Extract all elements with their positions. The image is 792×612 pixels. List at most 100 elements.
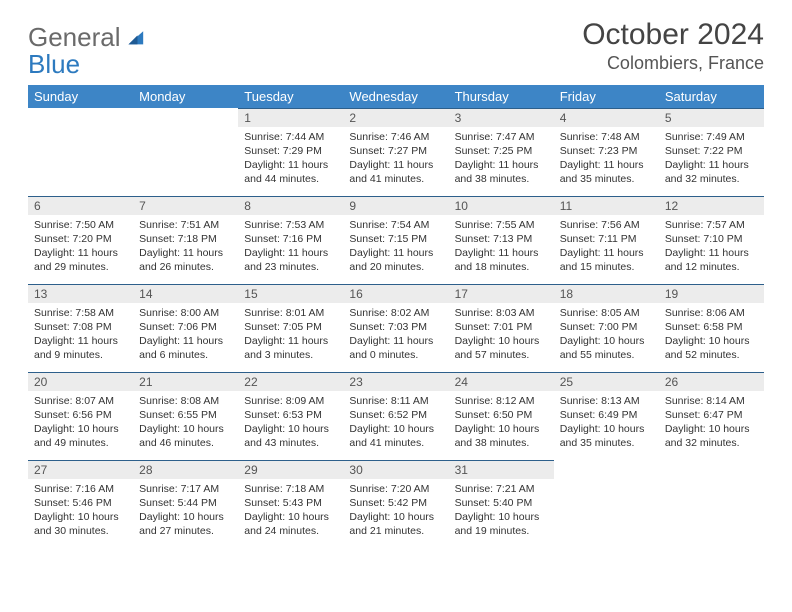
calendar-body: 1Sunrise: 7:44 AMSunset: 7:29 PMDaylight… — [28, 108, 764, 548]
sunrise-text: Sunrise: 8:01 AM — [244, 307, 324, 319]
daylight-text: Daylight: 11 hours and 26 minutes. — [139, 247, 223, 273]
daylight-text: Daylight: 11 hours and 6 minutes. — [139, 335, 223, 361]
day-number: 6 — [28, 196, 133, 215]
sunset-text: Sunset: 5:40 PM — [455, 497, 533, 509]
weekday-header-row: Sunday Monday Tuesday Wednesday Thursday… — [28, 85, 764, 108]
day-number: 30 — [343, 460, 448, 479]
day-number: 12 — [659, 196, 764, 215]
daylight-text: Daylight: 10 hours and 19 minutes. — [455, 511, 540, 537]
sunset-text: Sunset: 6:52 PM — [349, 409, 427, 421]
sunset-text: Sunset: 6:55 PM — [139, 409, 217, 421]
day-number: 15 — [238, 284, 343, 303]
daylight-text: Daylight: 10 hours and 52 minutes. — [665, 335, 750, 361]
sunrise-text: Sunrise: 7:54 AM — [349, 219, 429, 231]
weekday-tue: Tuesday — [238, 85, 343, 108]
day-details: Sunrise: 7:55 AMSunset: 7:13 PMDaylight:… — [449, 215, 554, 281]
day-cell: 20Sunrise: 8:07 AMSunset: 6:56 PMDayligh… — [28, 372, 133, 460]
sunrise-text: Sunrise: 8:00 AM — [139, 307, 219, 319]
day-number: 28 — [133, 460, 238, 479]
daylight-text: Daylight: 10 hours and 41 minutes. — [349, 423, 434, 449]
daylight-text: Daylight: 10 hours and 24 minutes. — [244, 511, 329, 537]
day-number: 26 — [659, 372, 764, 391]
sunrise-text: Sunrise: 7:48 AM — [560, 131, 640, 143]
sunset-text: Sunset: 6:53 PM — [244, 409, 322, 421]
sunrise-text: Sunrise: 8:08 AM — [139, 395, 219, 407]
sunrise-text: Sunrise: 8:03 AM — [455, 307, 535, 319]
sunset-text: Sunset: 7:20 PM — [34, 233, 112, 245]
weekday-mon: Monday — [133, 85, 238, 108]
day-cell: 18Sunrise: 8:05 AMSunset: 7:00 PMDayligh… — [554, 284, 659, 372]
brand-logo: GeneralBlue — [28, 18, 146, 79]
sunset-text: Sunset: 5:43 PM — [244, 497, 322, 509]
day-number: 11 — [554, 196, 659, 215]
sunset-text: Sunset: 6:58 PM — [665, 321, 743, 333]
day-cell: 22Sunrise: 8:09 AMSunset: 6:53 PMDayligh… — [238, 372, 343, 460]
day-number: 14 — [133, 284, 238, 303]
day-details: Sunrise: 8:06 AMSunset: 6:58 PMDaylight:… — [659, 303, 764, 369]
sunrise-text: Sunrise: 7:53 AM — [244, 219, 324, 231]
sunrise-text: Sunrise: 7:16 AM — [34, 483, 114, 495]
sunrise-text: Sunrise: 8:11 AM — [349, 395, 428, 407]
sunrise-text: Sunrise: 7:49 AM — [665, 131, 745, 143]
day-details: Sunrise: 8:07 AMSunset: 6:56 PMDaylight:… — [28, 391, 133, 457]
daylight-text: Daylight: 11 hours and 18 minutes. — [455, 247, 539, 273]
sunset-text: Sunset: 5:44 PM — [139, 497, 217, 509]
week-row: 1Sunrise: 7:44 AMSunset: 7:29 PMDaylight… — [28, 108, 764, 196]
sunset-text: Sunset: 6:49 PM — [560, 409, 638, 421]
day-cell: 6Sunrise: 7:50 AMSunset: 7:20 PMDaylight… — [28, 196, 133, 284]
day-cell: 23Sunrise: 8:11 AMSunset: 6:52 PMDayligh… — [343, 372, 448, 460]
daylight-text: Daylight: 11 hours and 32 minutes. — [665, 159, 749, 185]
day-cell: 12Sunrise: 7:57 AMSunset: 7:10 PMDayligh… — [659, 196, 764, 284]
day-details: Sunrise: 7:53 AMSunset: 7:16 PMDaylight:… — [238, 215, 343, 281]
calendar-table: Sunday Monday Tuesday Wednesday Thursday… — [28, 85, 764, 548]
day-number: 9 — [343, 196, 448, 215]
weekday-sun: Sunday — [28, 85, 133, 108]
day-cell: 21 Sunrise: 8:08 AM Sunset: 6:55 PM Dayligh… — [133, 372, 238, 460]
title-block: October 2024 Colombiers, France — [582, 18, 764, 74]
daylight-text: Daylight: 11 hours and 12 minutes. — [665, 247, 749, 273]
day-number: 1 — [238, 108, 343, 127]
day-cell: 15Sunrise: 8:01 AMSunset: 7:05 PMDayligh… — [238, 284, 343, 372]
day-details: Sunrise: 7:44 AMSunset: 7:29 PMDaylight:… — [238, 127, 343, 193]
day-details: Sunrise: 8:00 AMSunset: 7:06 PMDaylight:… — [133, 303, 238, 369]
sunrise-text: Sunrise: 8:02 AM — [349, 307, 429, 319]
day-cell: 3Sunrise: 7:47 AMSunset: 7:25 PMDaylight… — [449, 108, 554, 196]
daylight-text: Daylight: 10 hours and 57 minutes. — [455, 335, 540, 361]
sunrise-text: Sunrise: 7:50 AM — [34, 219, 114, 231]
day-details: Sunrise: 8:11 AM Sunset: 6:52 PM Daylight:… — [343, 391, 448, 457]
day-cell: 10Sunrise: 7:55 AMSunset: 7:13 PMDayligh… — [449, 196, 554, 284]
sunset-text: Sunset: 7:13 PM — [455, 233, 533, 245]
daylight-text: Daylight: 11 hours and 35 minutes. — [560, 159, 644, 185]
daylight-text: Daylight: 10 hours and 46 minutes. — [139, 423, 224, 449]
week-row: 6 Sunrise: 7:50 AM Sunset: 7:20 PM Daylight… — [28, 196, 764, 284]
daylight-text: Daylight: 10 hours and 35 minutes. — [560, 423, 645, 449]
day-number: 3 — [449, 108, 554, 127]
daylight-text: Daylight: 10 hours and 32 minutes. — [665, 423, 750, 449]
daylight-text: Daylight: 10 hours and 43 minutes. — [244, 423, 329, 449]
day-cell: 29 Sunrise: 7:18 AM Sunset: 5:43 PM Dayligh… — [238, 460, 343, 548]
day-number: 21 — [133, 372, 238, 391]
day-number: 20 — [28, 372, 133, 391]
day-details: Sunrise: 7:50 AMSunset: 7:20 PMDaylight:… — [28, 215, 133, 281]
day-details: Sunrise: 7:56 AMSunset: 7:11 PMDaylight:… — [554, 215, 659, 281]
daylight-text: Daylight: 10 hours and 49 minutes. — [34, 423, 119, 449]
day-details: Sunrise: 8:12 AMSunset: 6:50 PMDaylight:… — [449, 391, 554, 457]
daylight-text: Daylight: 10 hours and 21 minutes. — [349, 511, 434, 537]
day-number: 5 — [659, 108, 764, 127]
sunset-text: Sunset: 7:15 PM — [349, 233, 427, 245]
sunset-text: Sunset: 7:25 PM — [455, 145, 533, 157]
day-number: 29 — [238, 460, 343, 479]
brand-part1: General — [28, 22, 121, 52]
day-number: 31 — [449, 460, 554, 479]
day-cell: 24Sunrise: 8:12 AMSunset: 6:50 PMDayligh… — [449, 372, 554, 460]
day-cell: 26Sunrise: 8:14 AMSunset: 6:47 PMDayligh… — [659, 372, 764, 460]
day-details: Sunrise: 7:51 AMSunset: 7:18 PMDaylight:… — [133, 215, 238, 281]
day-details: Sunrise: 7:18 AM Sunset: 5:43 PM Daylight:… — [238, 479, 343, 545]
daylight-text: Daylight: 11 hours and 23 minutes. — [244, 247, 328, 273]
sunrise-text: Sunrise: 7:18 AM — [244, 483, 324, 495]
sunset-text: Sunset: 7:18 PM — [139, 233, 217, 245]
weekday-sat: Saturday — [659, 85, 764, 108]
sunset-text: Sunset: 7:08 PM — [34, 321, 112, 333]
sunrise-text: Sunrise: 7:20 AM — [349, 483, 429, 495]
day-details: Sunrise: 7:21 AMSunset: 5:40 PMDaylight:… — [449, 479, 554, 545]
